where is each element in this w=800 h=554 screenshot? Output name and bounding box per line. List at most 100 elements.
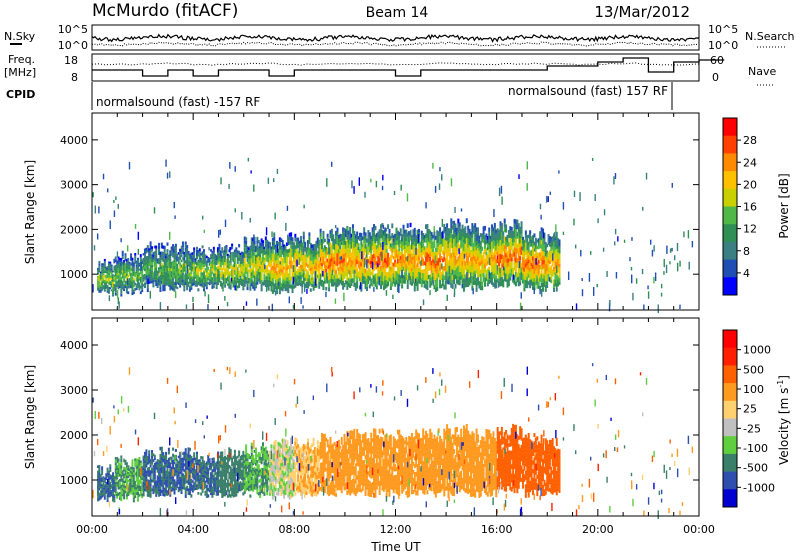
- range-gate-cell: [257, 268, 260, 272]
- range-gate-cell: [391, 281, 394, 287]
- range-gate-cell: [524, 238, 527, 243]
- range-gate-cell: [507, 270, 510, 275]
- range-gate-cell: [142, 473, 145, 476]
- range-gate-cell: [514, 238, 517, 244]
- range-gate-cell: [479, 281, 482, 287]
- range-gate-cell: [121, 482, 124, 485]
- range-gate-cell: [114, 484, 117, 488]
- range-gate-cell: [446, 236, 449, 241]
- range-gate-cell: [469, 272, 472, 276]
- range-gate-cell: [156, 270, 159, 274]
- range-gate-cell: [363, 251, 366, 256]
- range-gate-cell: [103, 279, 106, 283]
- range-gate-cell: [274, 263, 277, 267]
- range-gate-cell: [219, 258, 222, 262]
- range-gate-cell: [474, 246, 477, 252]
- range-gate-cell: [493, 268, 496, 274]
- range-gate-cell: [430, 264, 433, 270]
- range-gate-cell: [174, 215, 176, 219]
- range-gate-cell: [166, 255, 169, 259]
- range-gate-cell: [330, 261, 333, 266]
- range-gate-cell: [117, 467, 120, 471]
- colorbar-swatch: [723, 277, 737, 296]
- range-gate-cell: [217, 260, 220, 264]
- range-gate-cell: [99, 283, 102, 286]
- range-gate-cell: [482, 268, 485, 274]
- range-gate-cell: [460, 252, 463, 257]
- range-gate-cell: [385, 241, 388, 246]
- range-gate-cell: [99, 277, 102, 280]
- range-gate-cell: [299, 246, 302, 251]
- range-gate-cell: [471, 266, 474, 272]
- range-gate-cell: [113, 258, 116, 262]
- range-gate-cell: [200, 260, 203, 263]
- range-gate-cell: [224, 258, 227, 263]
- range-gate-cell: [574, 244, 577, 249]
- range-gate-cell: [193, 250, 196, 253]
- range-gate-cell: [368, 272, 371, 277]
- range-gate-cell: [294, 237, 297, 242]
- range-gate-cell: [143, 282, 146, 286]
- range-gate-cell: [143, 262, 146, 266]
- range-gate-cell: [557, 265, 560, 270]
- range-gate-cell: [273, 287, 276, 293]
- range-gate-cell: [429, 274, 432, 279]
- range-gate-cell: [514, 233, 517, 239]
- range-gate-cell: [142, 487, 145, 491]
- range-gate-cell: [102, 267, 105, 270]
- range-gate-cell: [367, 229, 370, 235]
- range-gate-cell: [146, 493, 149, 497]
- range-gate-cell: [351, 233, 354, 238]
- range-gate-cell: [506, 263, 509, 268]
- range-gate-cell: [254, 267, 257, 271]
- range-gate-cell: [520, 267, 523, 272]
- range-gate-cell: [208, 283, 211, 286]
- range-gate-cell: [462, 282, 465, 288]
- range-gate-cell: [214, 262, 217, 265]
- range-gate-cell: [116, 283, 119, 286]
- range-gate-cell: [323, 254, 326, 259]
- range-gate-cell: [236, 285, 239, 289]
- range-gate-cell: [288, 268, 291, 273]
- range-gate-cell: [177, 280, 180, 283]
- range-gate-cell: [194, 274, 197, 277]
- range-gate-cell: [328, 280, 331, 284]
- range-gate-cell: [194, 282, 197, 285]
- range-gate-cell: [498, 233, 501, 238]
- range-gate-cell: [540, 214, 542, 220]
- range-gate-cell: [118, 494, 121, 498]
- range-gate-cell: [125, 266, 128, 269]
- range-gate-cell: [132, 469, 135, 473]
- range-gate-cell: [498, 245, 501, 251]
- range-gate-cell: [228, 271, 231, 275]
- range-gate-cell: [514, 262, 517, 268]
- range-gate-cell: [394, 241, 397, 245]
- range-gate-cell: [218, 258, 221, 262]
- range-gate-cell: [174, 243, 177, 247]
- range-gate-cell: [288, 296, 290, 304]
- range-gate-cell: [326, 251, 329, 256]
- range-gate-cell: [533, 257, 536, 262]
- range-gate-cell: [200, 281, 203, 284]
- range-gate-cell: [493, 227, 496, 233]
- range-gate-cell: [260, 276, 263, 281]
- range-gate-cell: [294, 253, 297, 257]
- range-gate-cell: [540, 270, 543, 275]
- range-gate-cell: [218, 243, 221, 247]
- range-gate-cell: [170, 264, 173, 269]
- range-gate-cell: [301, 264, 304, 269]
- range-gate-cell: [188, 272, 191, 276]
- range-gate-cell: [149, 253, 152, 257]
- range-gate-cell: [101, 288, 104, 291]
- range-gate-cell: [498, 241, 501, 246]
- range-gate-cell: [120, 471, 123, 476]
- range-gate-cell: [321, 269, 324, 274]
- range-gate-cell: [155, 264, 158, 268]
- range-gate-cell: [312, 287, 315, 291]
- range-gate-cell: [462, 232, 465, 238]
- range-gate-cell: [548, 256, 551, 261]
- range-gate-cell: [443, 275, 446, 281]
- range-gate-cell: [120, 257, 123, 261]
- range-gate-cell: [110, 484, 113, 486]
- range-gate-cell: [309, 281, 312, 285]
